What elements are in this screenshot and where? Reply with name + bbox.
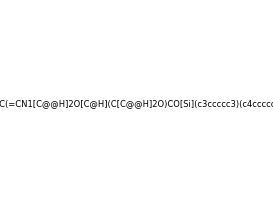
Text: O=C1NC(=O)C(=CN1[C@@H]2O[C@H](C[C@@H]2O)CO[Si](c3ccccc3)(c4ccccc4)C(C)(C)C)C: O=C1NC(=O)C(=CN1[C@@H]2O[C@H](C[C@@H]2O)… — [0, 98, 273, 108]
